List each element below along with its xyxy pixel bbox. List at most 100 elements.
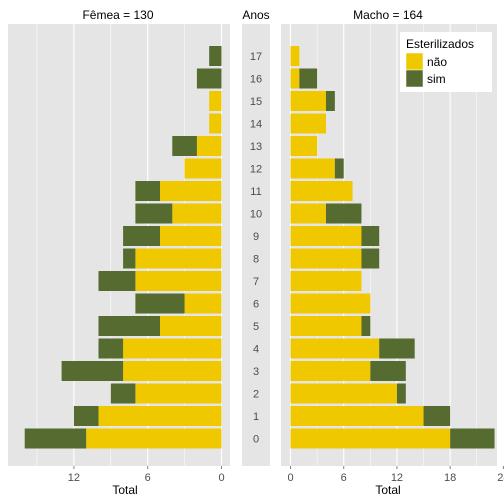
- femea-bar-age-6-sim: [135, 293, 185, 314]
- age-label-5: 5: [253, 321, 259, 333]
- age-label-13: 13: [250, 141, 262, 153]
- femea-bar-age-10-nao: [172, 203, 222, 224]
- legend-label-sim: sim: [427, 72, 446, 86]
- femea-panel-title: Fêmea = 130: [82, 8, 153, 22]
- age-label-1: 1: [253, 411, 259, 423]
- femea-bar-age-4-sim: [98, 338, 124, 359]
- legend-label-nao: não: [427, 55, 447, 69]
- macho-bar-age-5-sim: [361, 316, 371, 336]
- femea-bar-age-1-nao: [98, 406, 222, 426]
- femea-tick-label: 6: [145, 472, 151, 484]
- femea-bar-age-2-sim: [110, 383, 136, 404]
- macho-bar-age-4-nao: [290, 338, 380, 359]
- macho-bar-age-1-sim: [423, 406, 451, 426]
- femea-bar-age-4-nao: [123, 338, 222, 359]
- macho-bar-age-8-nao: [290, 248, 362, 269]
- age-label-2: 2: [253, 389, 259, 401]
- femea-bar-age-9-sim: [123, 226, 160, 246]
- macho-bar-age-8-sim: [361, 248, 380, 269]
- macho-bar-age-6-nao: [290, 293, 371, 314]
- bars: [24, 46, 495, 449]
- macho-bar-age-16-nao: [290, 68, 300, 89]
- femea-bar-age-7-nao: [135, 271, 222, 291]
- femea-bar-age-6-nao: [184, 293, 222, 314]
- femea-bar-age-12-nao: [184, 158, 222, 179]
- femea-bar-age-5-nao: [160, 316, 222, 336]
- macho-panel-title: Macho = 164: [353, 8, 423, 22]
- femea-bar-age-13-sim: [172, 136, 197, 156]
- macho-bar-age-17-nao: [290, 46, 300, 66]
- femea-bar-age-13-nao: [196, 136, 222, 156]
- macho-bar-age-15-nao: [290, 91, 326, 111]
- legend-title: Esterilizados: [406, 37, 474, 51]
- axis-ticks: 0 6 12 0 6 12 18 24: [68, 466, 504, 484]
- macho-bar-age-15-sim: [325, 91, 335, 111]
- femea-bar-age-1-sim: [73, 406, 99, 426]
- macho-bar-age-14-nao: [290, 113, 326, 134]
- age-label-0: 0: [253, 434, 259, 446]
- legend: Esterilizados não sim: [400, 32, 492, 92]
- age-label-10: 10: [250, 209, 262, 221]
- femea-bar-age-0-nao: [86, 428, 222, 449]
- femea-tick-label: 12: [68, 472, 80, 484]
- macho-bar-age-4-sim: [379, 338, 415, 359]
- macho-bar-age-2-nao: [290, 383, 397, 404]
- macho-tick-label: 24: [497, 472, 504, 484]
- femea-bar-age-15-nao: [209, 91, 222, 111]
- femea-x-axis-title: Total: [112, 483, 137, 497]
- macho-bar-age-10-sim: [325, 203, 362, 224]
- age-label-3: 3: [253, 366, 259, 378]
- macho-bar-age-10-nao: [290, 203, 326, 224]
- age-label-6: 6: [253, 299, 259, 311]
- macho-bar-age-0-nao: [290, 428, 451, 449]
- age-label-4: 4: [253, 344, 259, 356]
- legend-key-sim: [405, 69, 424, 88]
- macho-bar-age-1-nao: [290, 406, 424, 426]
- femea-bar-age-10-sim: [135, 203, 173, 224]
- macho-bar-age-9-nao: [290, 226, 362, 246]
- femea-tick-label: 0: [218, 472, 224, 484]
- anos-panel-background: [242, 24, 270, 466]
- anos-panel-title: Anos: [242, 8, 269, 22]
- age-label-11: 11: [250, 186, 261, 198]
- femea-bar-age-0-sim: [24, 428, 87, 449]
- legend-key-nao: [405, 52, 424, 71]
- age-label-17: 17: [250, 51, 262, 63]
- femea-bar-age-3-sim: [61, 361, 124, 381]
- macho-tick-label: 6: [341, 472, 347, 484]
- age-label-9: 9: [253, 231, 259, 243]
- macho-bar-age-3-nao: [290, 361, 371, 381]
- macho-x-axis-title: Total: [375, 483, 400, 497]
- macho-bar-age-9-sim: [361, 226, 380, 246]
- femea-bar-age-7-sim: [98, 271, 136, 291]
- macho-bar-age-16-sim: [299, 68, 318, 89]
- age-label-14: 14: [250, 119, 262, 131]
- age-label-16: 16: [250, 74, 262, 86]
- femea-bar-age-16-sim: [196, 68, 222, 89]
- macho-bar-age-0-sim: [450, 428, 495, 449]
- age-label-8: 8: [253, 254, 259, 266]
- macho-bar-age-5-nao: [290, 316, 362, 336]
- macho-bar-age-12-nao: [290, 158, 335, 179]
- femea-bar-age-5-sim: [98, 316, 160, 336]
- macho-bar-age-2-sim: [396, 383, 406, 404]
- macho-tick-label: 0: [287, 472, 293, 484]
- femea-bar-age-11-sim: [135, 181, 160, 201]
- macho-bar-age-13-nao: [290, 136, 318, 156]
- femea-bar-age-8-nao: [135, 248, 222, 269]
- femea-bar-age-3-nao: [123, 361, 222, 381]
- macho-bar-age-7-nao: [290, 271, 362, 291]
- age-label-12: 12: [250, 164, 262, 176]
- age-label-7: 7: [253, 276, 259, 288]
- macho-tick-label: 18: [444, 472, 456, 484]
- femea-bar-age-8-sim: [123, 248, 136, 269]
- macho-tick-label: 12: [391, 472, 403, 484]
- age-label-15: 15: [250, 96, 262, 108]
- femea-bar-age-9-nao: [160, 226, 222, 246]
- macho-bar-age-3-sim: [370, 361, 406, 381]
- macho-bar-age-11-nao: [290, 181, 353, 201]
- femea-bar-age-2-nao: [135, 383, 222, 404]
- femea-bar-age-14-nao: [209, 113, 222, 134]
